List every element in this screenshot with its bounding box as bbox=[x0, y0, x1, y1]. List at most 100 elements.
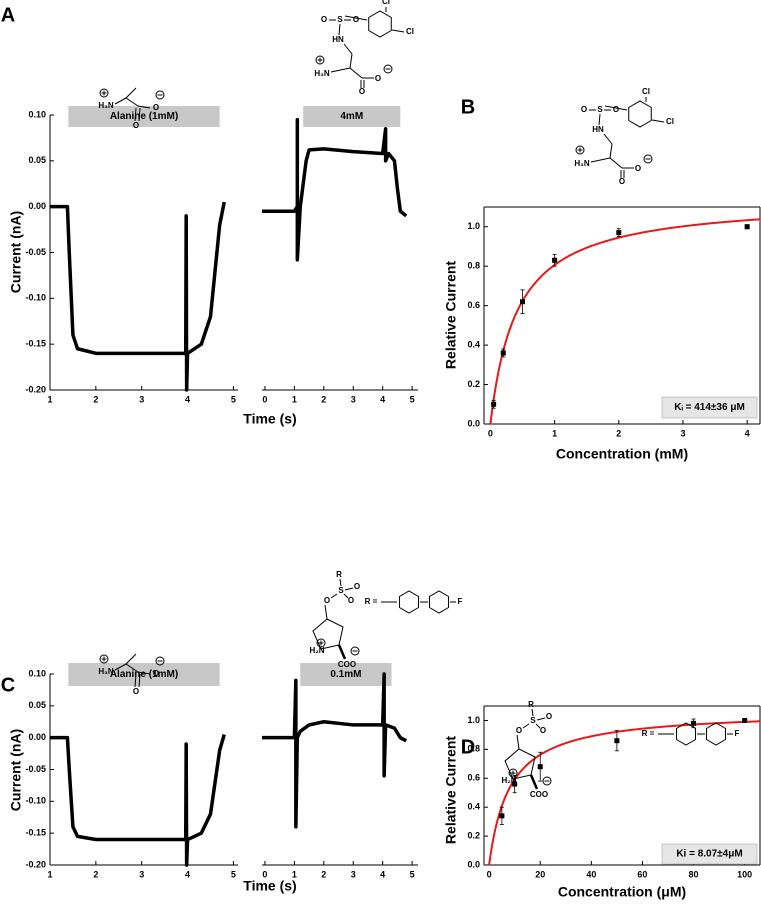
x-tick-label: 4 bbox=[745, 428, 750, 438]
y-tick-label: 0.6 bbox=[467, 300, 480, 310]
x-tick-label: 60 bbox=[637, 869, 647, 879]
y-tick-label: -0.20 bbox=[25, 384, 46, 394]
y-tick-label: 0.2 bbox=[467, 830, 480, 840]
data-point bbox=[742, 717, 748, 723]
ring bbox=[504, 748, 536, 780]
bond bbox=[604, 105, 628, 111]
atom-label: F bbox=[735, 729, 740, 738]
x-tick-label: 3 bbox=[139, 869, 144, 879]
atom-label: Cl bbox=[666, 117, 674, 126]
bond bbox=[125, 97, 139, 107]
atom-label: O bbox=[581, 105, 587, 114]
y-tick-label: 0.0 bbox=[467, 418, 480, 428]
y-tick-label: 0.4 bbox=[467, 802, 480, 812]
data-point bbox=[616, 230, 622, 236]
ring bbox=[398, 590, 420, 614]
atom-label: S bbox=[337, 15, 343, 24]
bond bbox=[609, 157, 623, 169]
atom-label: O bbox=[321, 15, 327, 24]
x-tick-label: 1 bbox=[47, 394, 52, 404]
atom-label: H₃N bbox=[574, 159, 589, 168]
bond bbox=[114, 97, 127, 105]
x-tick-label: 4 bbox=[380, 869, 385, 879]
application-bar bbox=[68, 663, 220, 686]
x-tick-label: 0 bbox=[262, 394, 267, 404]
atom-label: O bbox=[546, 712, 552, 721]
bond bbox=[391, 29, 405, 33]
bond bbox=[134, 673, 137, 688]
atom-label: HN bbox=[332, 35, 344, 44]
atom-label: R = bbox=[642, 729, 655, 738]
y-tick-label: 0.00 bbox=[28, 732, 46, 742]
atom-label: Cl bbox=[406, 27, 414, 36]
x-tick-label: 0 bbox=[262, 869, 267, 879]
data-point bbox=[499, 813, 505, 819]
atom-label: S bbox=[597, 105, 603, 114]
bond bbox=[536, 717, 546, 721]
x-tick-label: 1 bbox=[47, 869, 52, 879]
atom-label: H₃N bbox=[98, 101, 113, 110]
bond bbox=[344, 587, 354, 591]
bond bbox=[603, 133, 613, 145]
annotation: Ki = 8.07±4μM bbox=[676, 849, 742, 860]
x-tick-label: 2 bbox=[616, 428, 621, 438]
atom-label: O bbox=[133, 687, 139, 696]
atom-label: H₂N bbox=[501, 776, 516, 785]
atom-label: O bbox=[133, 121, 139, 130]
y-tick-label: 0.05 bbox=[28, 155, 46, 165]
bond bbox=[529, 774, 539, 790]
bond bbox=[125, 663, 139, 673]
bond bbox=[330, 593, 338, 599]
x-tick-label: 3 bbox=[351, 869, 356, 879]
application-label: 0.1mM bbox=[330, 669, 361, 680]
x-axis-label: Concentration (mM) bbox=[556, 446, 688, 462]
y-tick-label: -0.15 bbox=[25, 339, 46, 349]
ring bbox=[675, 722, 697, 746]
y-tick-label: -0.05 bbox=[25, 764, 46, 774]
application-bar bbox=[303, 106, 401, 127]
panel-label: A bbox=[1, 4, 15, 26]
x-tick-label: 2 bbox=[93, 869, 98, 879]
atom-label: COO bbox=[530, 790, 548, 799]
atom-label: O bbox=[613, 105, 619, 114]
charge bbox=[99, 654, 109, 664]
current-trace-core bbox=[262, 119, 407, 260]
x-tick-label: 5 bbox=[410, 869, 415, 879]
charge bbox=[643, 154, 653, 164]
charge bbox=[508, 768, 518, 778]
y-tick-label: -0.10 bbox=[25, 293, 46, 303]
atom-label: H₃N bbox=[314, 69, 329, 78]
atom-label: O bbox=[353, 15, 359, 24]
atom-label: O bbox=[324, 596, 330, 605]
annotation-box bbox=[661, 843, 758, 865]
application-label: Alanine (1mM) bbox=[110, 669, 178, 680]
charge bbox=[315, 55, 325, 65]
atom-label: O bbox=[540, 726, 546, 735]
bond bbox=[137, 671, 151, 675]
y-tick-label: 0.05 bbox=[28, 700, 46, 710]
x-tick-label: 0 bbox=[488, 428, 493, 438]
fit-curve bbox=[488, 720, 761, 866]
application-bar bbox=[300, 663, 392, 686]
annotation: Kᵢ = 414±36 μM bbox=[674, 402, 745, 413]
x-tick-label: 2 bbox=[93, 394, 98, 404]
y-tick-label: 0.8 bbox=[467, 261, 480, 271]
bond bbox=[125, 653, 137, 665]
data-point bbox=[614, 738, 620, 744]
application-bar bbox=[68, 106, 220, 127]
panel-label: D bbox=[461, 736, 475, 758]
atom-label: R bbox=[528, 700, 534, 709]
bond bbox=[138, 107, 141, 122]
charge bbox=[383, 64, 393, 74]
y-tick-label: 0.0 bbox=[467, 859, 480, 869]
data-point bbox=[500, 350, 506, 356]
bond bbox=[339, 578, 342, 587]
x-tick-label: 3 bbox=[680, 428, 685, 438]
x-tick-label: 1 bbox=[552, 428, 557, 438]
charge bbox=[99, 88, 109, 98]
atom-label: O bbox=[153, 669, 159, 678]
application-label: Alanine (1mM) bbox=[110, 111, 178, 122]
atom-label: O bbox=[375, 74, 381, 83]
bond bbox=[137, 105, 151, 109]
ring bbox=[628, 100, 652, 128]
